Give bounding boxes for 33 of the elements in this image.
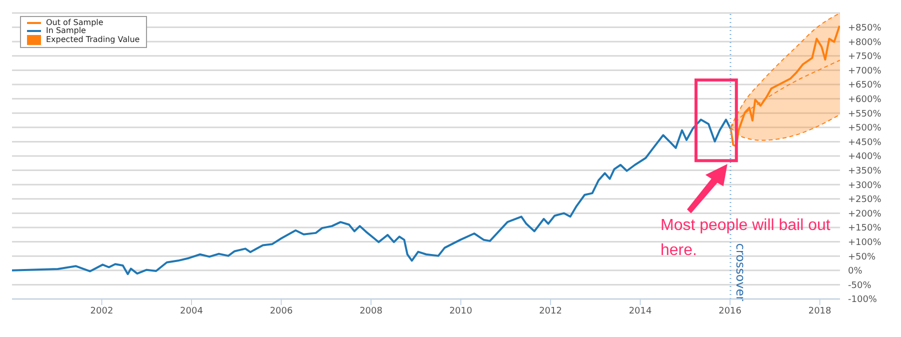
- x-tick-label: 2018: [808, 306, 832, 316]
- x-tick-label: 2006: [270, 306, 293, 316]
- y-tick-label: -50%: [848, 280, 872, 291]
- y-tick-label: +500%: [848, 124, 882, 134]
- x-tick-label: 2012: [539, 306, 562, 316]
- x-tick-label: 2002: [90, 306, 114, 316]
- y-tick-label: +850%: [848, 23, 882, 34]
- x-tick-label: 2014: [628, 306, 652, 316]
- ref-line-label: crossover: [734, 243, 748, 302]
- y-tick-label: +150%: [848, 224, 882, 234]
- x-tick-label: 2008: [360, 306, 383, 316]
- y-tick-label: +750%: [848, 52, 882, 62]
- y-tick-label: +550%: [848, 109, 882, 120]
- y-tick-label: +350%: [848, 166, 882, 176]
- y-tick-label: +250%: [848, 195, 882, 206]
- legend-label: In Sample: [46, 26, 86, 35]
- y-tick-label: +100%: [848, 238, 882, 248]
- y-tick-label: +600%: [848, 94, 882, 105]
- y-tick-label: +400%: [848, 152, 882, 162]
- legend-label: Out of Sample: [46, 18, 104, 27]
- y-tick-label: -100%: [848, 295, 878, 306]
- y-tick-label: +700%: [848, 66, 882, 76]
- y-tick-label: 0%: [848, 266, 863, 277]
- legend-label: Expected Trading Value: [46, 35, 140, 44]
- x-tick-label: 2010: [449, 306, 473, 316]
- y-tick-label: +50%: [848, 252, 876, 262]
- y-tick-label: +800%: [848, 38, 882, 48]
- y-tick-label: +300%: [848, 180, 882, 191]
- y-tick-label: +200%: [848, 209, 882, 220]
- y-tick-label: +450%: [848, 138, 882, 148]
- x-tick-label: 2004: [180, 306, 204, 316]
- x-tick-label: 2016: [718, 306, 742, 316]
- y-tick-label: +650%: [848, 80, 882, 91]
